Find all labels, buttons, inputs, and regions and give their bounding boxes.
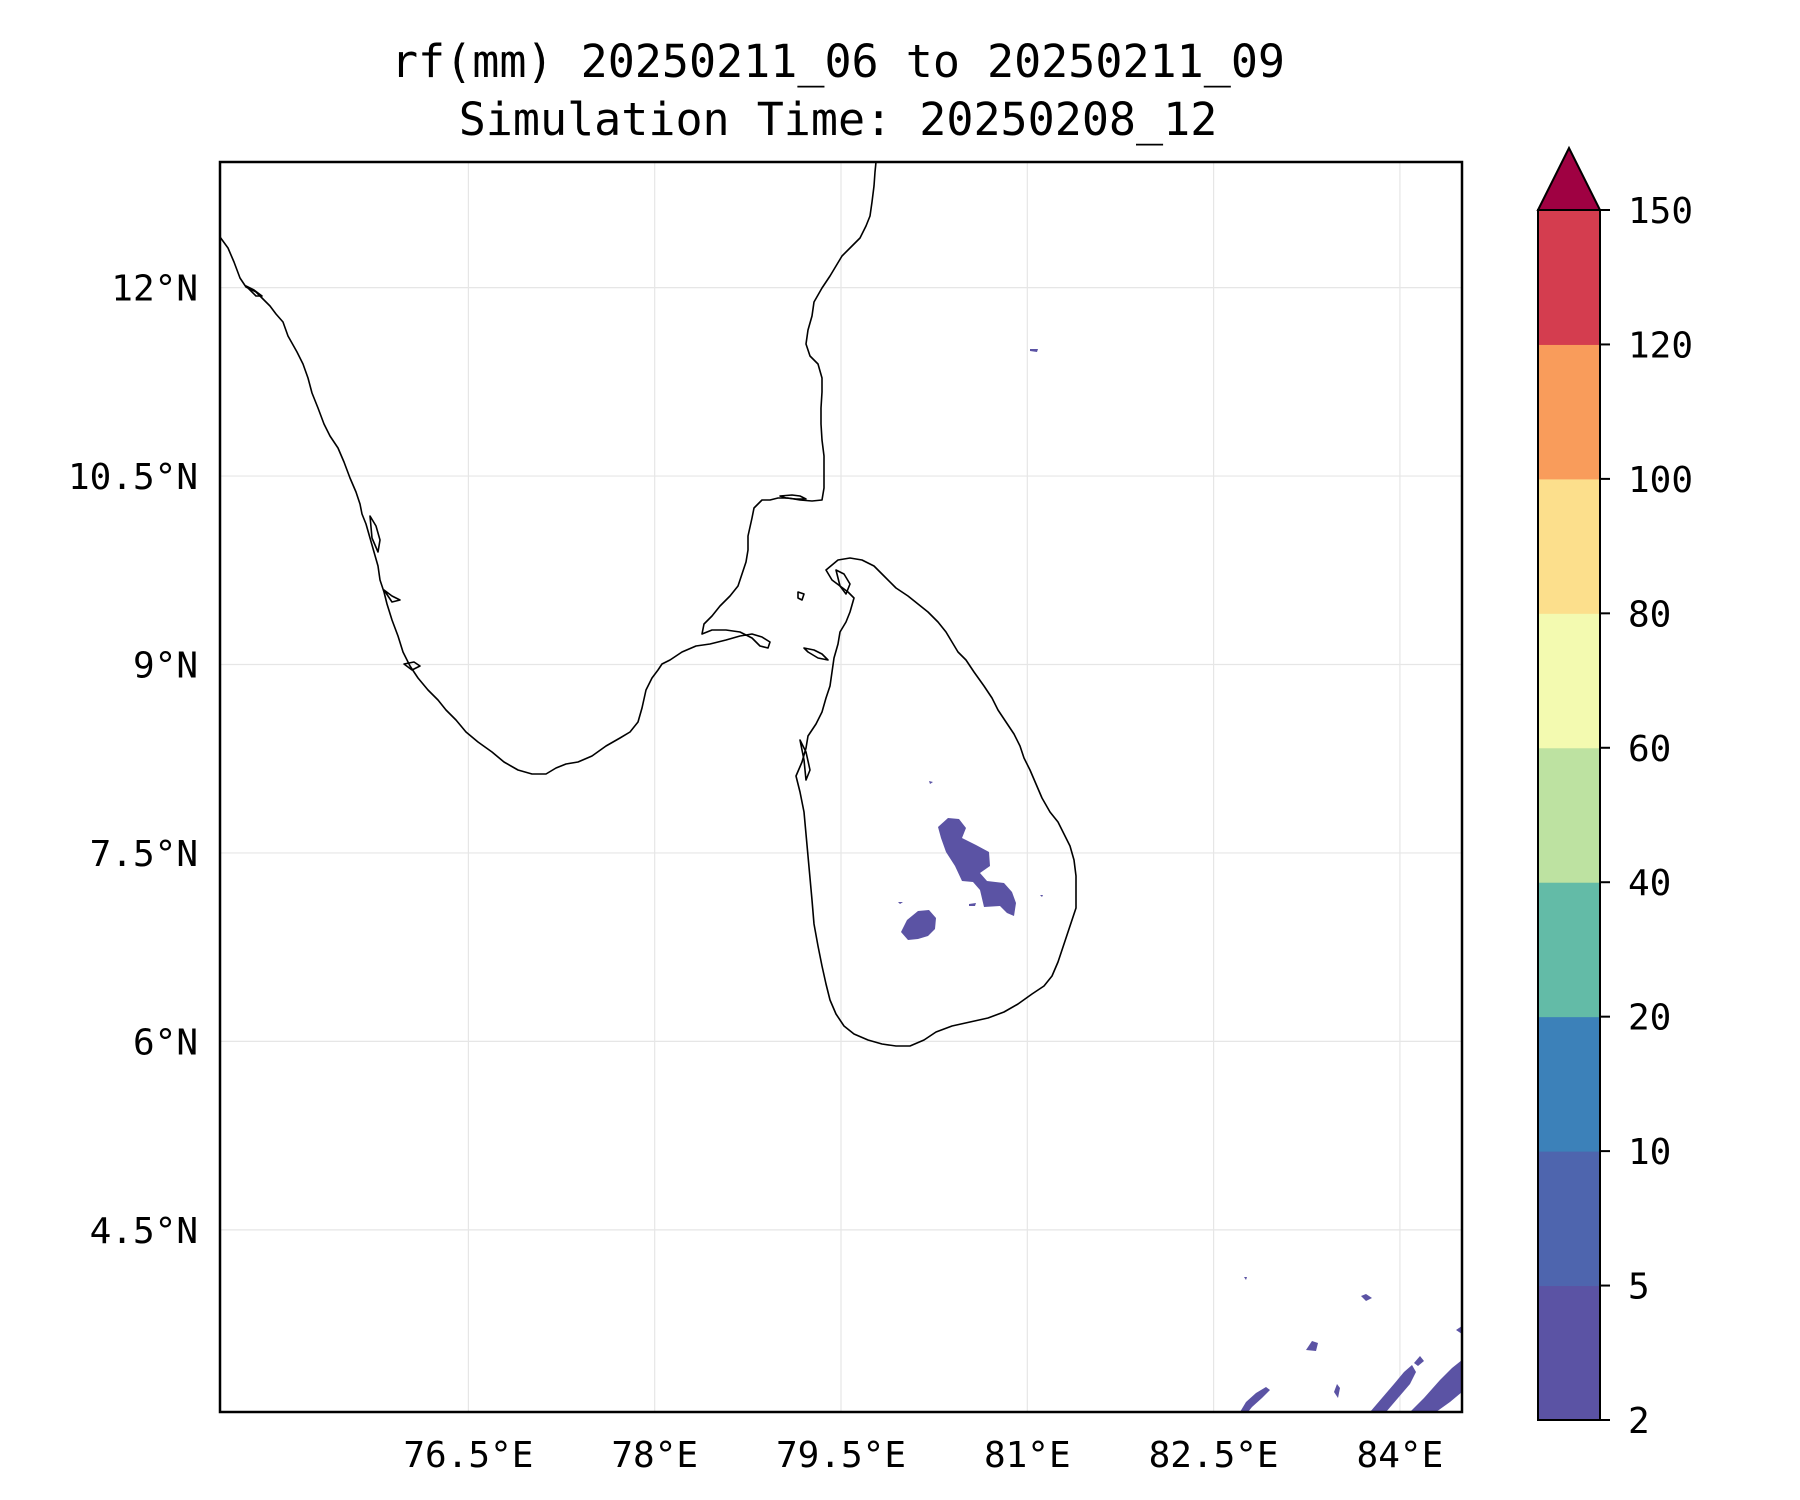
coastline-islet (779, 494, 807, 500)
coastline-islet (803, 647, 829, 661)
colorbar-extend-arrow (1536, 145, 1602, 211)
colorbar-segment (1538, 882, 1600, 1018)
map-subtitle: Simulation Time: 20250208_12 (458, 93, 1218, 146)
colorbar-tick-label: 120 (1628, 325, 1693, 366)
colorbar-segment (1538, 478, 1600, 614)
x-tick-label: 78°E (611, 1435, 698, 1476)
rainfall-area-southeast (1240, 1387, 1270, 1412)
x-axis: 76.5°E 78°E 79.5°E 81°E 82.5°E 84°E (403, 1435, 1443, 1476)
rainfall-area-southeast (1370, 1365, 1416, 1412)
rainfall-area-southwest (901, 910, 936, 940)
x-tick-label: 79.5°E (776, 1435, 906, 1476)
x-tick-label: 76.5°E (403, 1435, 533, 1476)
colorbar-tick-label: 100 (1628, 460, 1693, 501)
colorbar-tick-label: 5 (1628, 1267, 1650, 1308)
colorbar-segment (1538, 747, 1600, 883)
x-tick-label: 84°E (1357, 1435, 1444, 1476)
y-tick-label: 12°N (111, 269, 198, 310)
rainfall-speck (1456, 1326, 1462, 1334)
colorbar-segment (1538, 1285, 1600, 1421)
coastline-islet (403, 661, 421, 671)
rainfall-speck (929, 781, 933, 784)
rainfall-speck (1040, 895, 1043, 897)
rainfall-speck (969, 903, 976, 906)
colorbar-tick-label: 40 (1628, 863, 1671, 904)
y-tick-label: 6°N (133, 1022, 198, 1063)
rainfall-area-southeast (1410, 1360, 1462, 1412)
y-tick-label: 10.5°N (68, 457, 198, 498)
rainfall-speck (1306, 1341, 1318, 1351)
colorbar-tick-label: 80 (1628, 594, 1671, 635)
colorbar-tick-label: 20 (1628, 998, 1671, 1039)
rainfall-speck (1244, 1277, 1247, 1280)
coastline-islet (369, 515, 381, 553)
map-frame (218, 160, 1464, 1414)
gridlines (220, 162, 1462, 1412)
colorbar-tick-label: 2 (1628, 1401, 1650, 1442)
coastline-islet (797, 591, 805, 601)
map-title: rf(mm) 20250211_06 to 20250211_09 (390, 35, 1286, 88)
rainfall-area-central-highlands (938, 818, 1016, 916)
rainfall-speck (1030, 349, 1038, 352)
coastlines (220, 162, 1077, 1047)
colorbar-segment (1538, 210, 1600, 345)
colorbar-tick-label: 150 (1628, 191, 1693, 232)
colorbar-tick-label: 10 (1628, 1132, 1671, 1173)
coastline-islet (835, 569, 851, 595)
rainfall-speck (1361, 1294, 1372, 1301)
y-tick-label: 7.5°N (90, 834, 198, 875)
rainfall-speck (898, 902, 903, 904)
colorbar-frame (1537, 209, 1601, 1421)
colorbar-tick-label: 60 (1628, 729, 1671, 770)
colorbar-segment (1538, 1016, 1600, 1152)
coastline-india (220, 162, 877, 775)
colorbar-segment (1538, 344, 1600, 480)
rainfall-speck (1334, 1384, 1340, 1398)
coastline-islet (383, 589, 401, 603)
coastline-islet (799, 739, 811, 781)
rainfall-speck (1414, 1356, 1424, 1366)
rainfall-layer (898, 349, 1462, 1412)
colorbar: 2 5 10 20 40 60 80 100 120 150 (1536, 145, 1693, 1442)
x-tick-label: 81°E (984, 1435, 1071, 1476)
colorbar-segment (1538, 613, 1600, 749)
y-tick-label: 4.5°N (90, 1211, 198, 1252)
y-axis: 12°N 10.5°N 9°N 7.5°N 6°N 4.5°N (68, 269, 198, 1252)
coastline-sri-lanka (795, 557, 1077, 1047)
coastline-islet (245, 285, 263, 297)
colorbar-segment (1538, 1151, 1600, 1287)
x-tick-label: 82.5°E (1149, 1435, 1279, 1476)
y-tick-label: 9°N (133, 646, 198, 687)
